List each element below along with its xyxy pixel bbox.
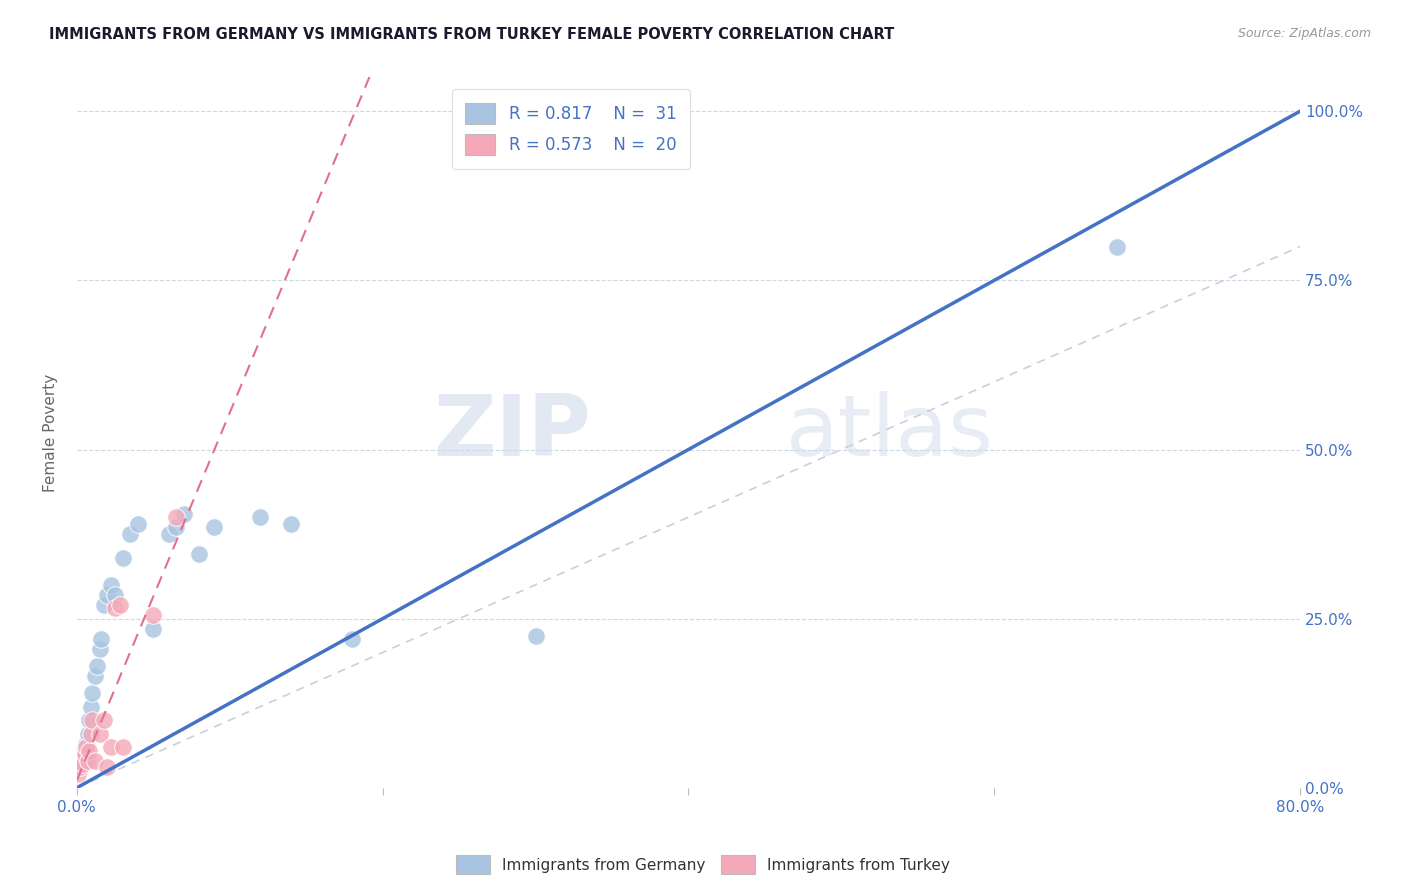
- Point: [1105, 239, 1128, 253]
- Point: [89, 642, 111, 657]
- Point: [96, 760, 118, 774]
- Point: [96, 588, 118, 602]
- Point: [100, 578, 122, 592]
- Text: IMMIGRANTS FROM GERMANY VS IMMIGRANTS FROM TURKEY FEMALE POVERTY CORRELATION CHA: IMMIGRANTS FROM GERMANY VS IMMIGRANTS FR…: [49, 27, 894, 42]
- Point: [173, 507, 195, 521]
- Point: [188, 547, 211, 561]
- Legend: R = 0.817    N =  31, R = 0.573    N =  20: R = 0.817 N = 31, R = 0.573 N = 20: [453, 89, 690, 169]
- Point: [104, 588, 127, 602]
- Point: [70, 754, 93, 768]
- Point: [90, 632, 112, 646]
- Point: [77, 713, 100, 727]
- Point: [249, 510, 271, 524]
- Point: [84, 754, 107, 768]
- Point: [111, 550, 134, 565]
- Point: [93, 598, 115, 612]
- Point: [72, 743, 94, 757]
- Point: [79, 726, 101, 740]
- Point: [157, 527, 180, 541]
- Text: atlas: atlas: [786, 391, 994, 474]
- Point: [82, 713, 104, 727]
- Point: [108, 598, 131, 612]
- Point: [86, 659, 108, 673]
- Point: [82, 686, 104, 700]
- Legend: Immigrants from Germany, Immigrants from Turkey: Immigrants from Germany, Immigrants from…: [450, 849, 956, 880]
- Point: [67, 767, 90, 781]
- Point: [76, 726, 98, 740]
- Point: [93, 713, 115, 727]
- Point: [104, 601, 127, 615]
- Point: [73, 750, 96, 764]
- Point: [70, 747, 93, 761]
- Y-axis label: Female Poverty: Female Poverty: [44, 374, 58, 491]
- Point: [524, 628, 547, 642]
- Point: [75, 737, 97, 751]
- Point: [79, 699, 101, 714]
- Point: [69, 760, 91, 774]
- Point: [280, 516, 302, 531]
- Point: [204, 520, 226, 534]
- Text: Source: ZipAtlas.com: Source: ZipAtlas.com: [1237, 27, 1371, 40]
- Point: [340, 632, 363, 646]
- Point: [69, 760, 91, 774]
- Point: [120, 527, 142, 541]
- Point: [72, 757, 94, 772]
- Point: [127, 516, 149, 531]
- Point: [142, 622, 165, 636]
- Point: [84, 669, 107, 683]
- Point: [142, 608, 165, 623]
- Point: [73, 747, 96, 761]
- Point: [89, 726, 111, 740]
- Point: [165, 520, 187, 534]
- Point: [77, 743, 100, 757]
- Point: [76, 754, 98, 768]
- Point: [111, 740, 134, 755]
- Point: [165, 510, 187, 524]
- Point: [75, 740, 97, 755]
- Text: ZIP: ZIP: [433, 391, 591, 474]
- Point: [100, 740, 122, 755]
